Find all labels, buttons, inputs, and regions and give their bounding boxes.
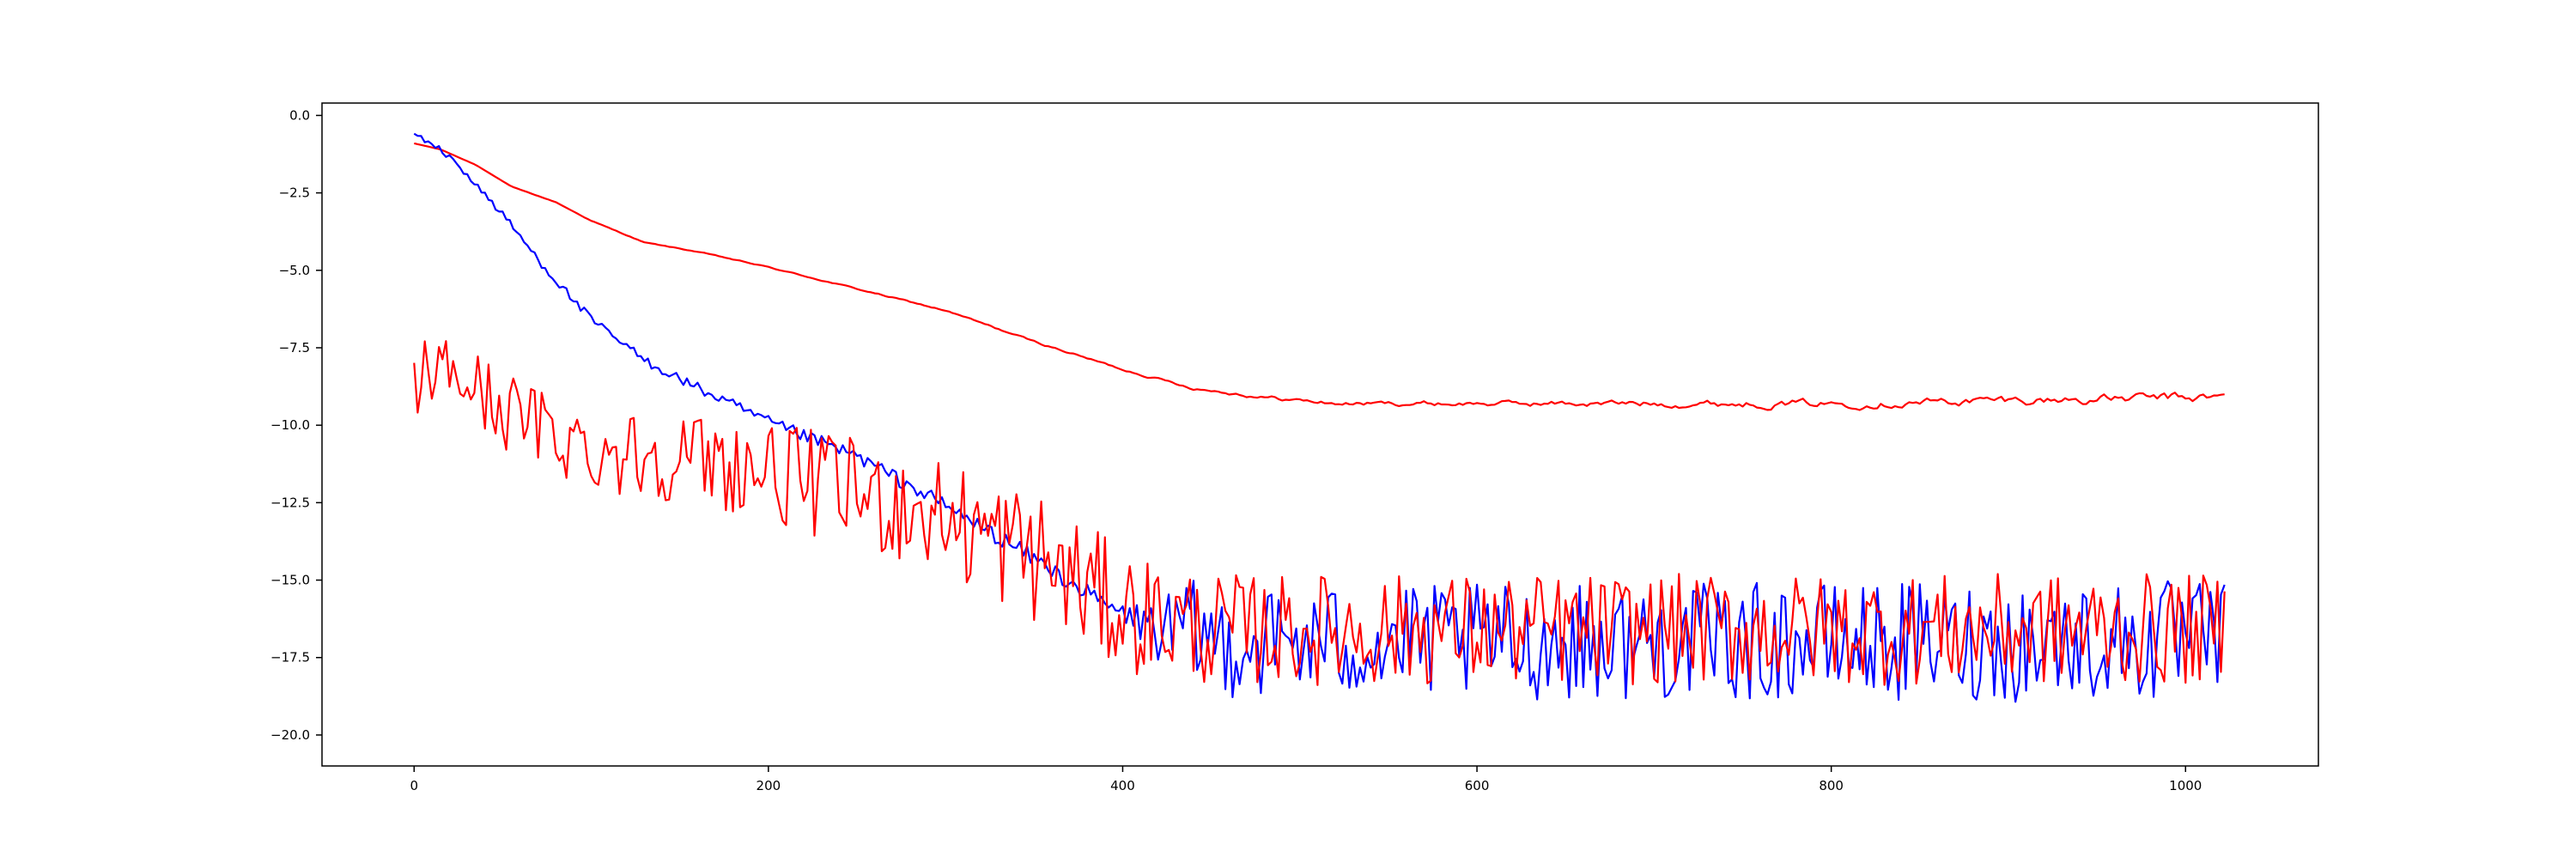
series-line-0 xyxy=(414,142,2225,411)
y-tick-label: −17.5 xyxy=(270,650,310,665)
y-tick-label: −2.5 xyxy=(279,185,310,201)
y-tick-label: −12.5 xyxy=(270,495,310,510)
plot-frame xyxy=(321,102,2319,767)
y-tick-label: −15.0 xyxy=(270,573,310,588)
x-tick-label: 200 xyxy=(756,778,781,793)
x-tick-label: 400 xyxy=(1110,778,1135,793)
x-tick-label: 800 xyxy=(1819,778,1844,793)
y-tick-label: −7.5 xyxy=(279,340,310,356)
x-tick-label: 600 xyxy=(1465,778,1490,793)
y-tick-label: −10.0 xyxy=(270,417,310,433)
y-tick-label: −20.0 xyxy=(270,727,310,743)
y-tick-label: −5.0 xyxy=(279,263,310,278)
series-line-2 xyxy=(413,340,2226,686)
x-tick-label: 0 xyxy=(410,778,419,793)
x-tick-label: 1000 xyxy=(2169,778,2202,793)
y-tick-label: 0.0 xyxy=(289,107,310,123)
